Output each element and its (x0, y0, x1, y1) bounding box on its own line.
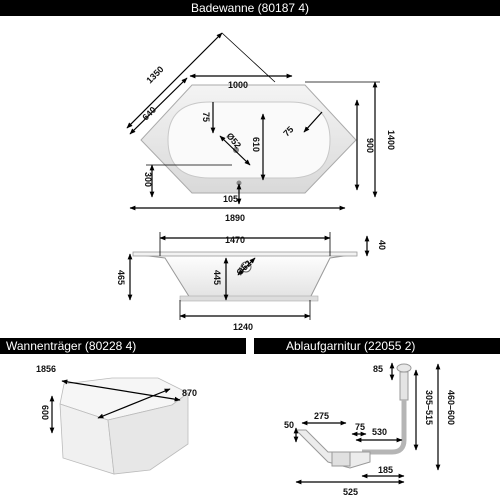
dim-label-1470: 1470 (225, 235, 245, 245)
drain-assembly (294, 363, 412, 469)
dim-label-1000: 1000 (228, 80, 248, 90)
dim-label-300: 300 (143, 172, 153, 187)
dim-label-460-600: 460–600 (446, 390, 456, 425)
dim-label-445: 445 (212, 270, 222, 285)
dim-label-105: 105 (223, 194, 238, 204)
dim-line-52-side (237, 257, 256, 276)
dim-label-1856: 1856 (36, 364, 56, 374)
dim-label-640: 640 (140, 105, 158, 123)
dim-label-900: 900 (365, 138, 375, 153)
dim-label-50: 50 (284, 420, 294, 430)
side-dimension-lines (127, 232, 370, 320)
support-header-label: Wannenträger (80228 4) (6, 339, 137, 353)
dim-ext-1350 (221, 32, 276, 83)
dim-label-85: 85 (373, 364, 383, 374)
top-dimension-lines (126, 32, 380, 211)
dim-line-640 (129, 77, 188, 135)
tub-basin (167, 101, 331, 179)
dim-label-275: 275 (314, 411, 329, 421)
support-frame (59, 377, 189, 475)
flexible-hose (362, 400, 407, 455)
dim-label-1890: 1890 (225, 213, 245, 223)
drain-header-label: Ablaufgarnitur (22055 2) (286, 339, 416, 353)
dim-label-610: 610 (251, 137, 261, 152)
support-dimension-lines (49, 379, 181, 434)
dim-label-40: 40 (377, 240, 387, 250)
tub-top-view (140, 84, 357, 194)
overflow-pipe (399, 371, 409, 401)
overflow-knob (396, 363, 412, 373)
bathtub-header: Badewanne (80187 4) (0, 0, 500, 16)
tub-side-rim (132, 251, 358, 257)
dim-label-525: 525 (343, 487, 358, 497)
dim-line-52 (219, 135, 251, 166)
drain-header: Ablaufgarnitur (22055 2) (254, 338, 500, 354)
dim-label-1350: 1350 (144, 64, 165, 85)
dim-label-305-515: 305–515 (424, 390, 434, 425)
dim-label-75-drain: 75 (355, 422, 365, 432)
drain-body (294, 429, 371, 469)
dim-label-1240: 1240 (233, 322, 253, 332)
bathtub-header-label: Badewanne (80187 4) (190, 1, 310, 15)
drain-outlet (331, 451, 351, 467)
tub-side-base (179, 295, 319, 302)
dim-label-1400: 1400 (386, 130, 396, 150)
drain-dimension-lines (293, 362, 441, 485)
dim-label-870: 870 (182, 388, 197, 398)
dim-label-185: 185 (378, 465, 393, 475)
dim-label-530: 530 (372, 427, 387, 437)
dim-label-600: 600 (40, 405, 50, 420)
support-header: Wannenträger (80228 4) (0, 338, 246, 354)
dim-label-75-left: 75 (201, 112, 211, 122)
dim-line-75-right (303, 111, 323, 133)
dim-line-870 (97, 388, 171, 419)
dim-label-465: 465 (116, 270, 126, 285)
